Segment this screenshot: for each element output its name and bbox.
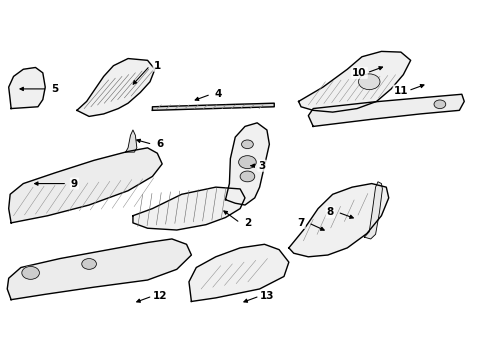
Text: 3: 3 — [258, 161, 266, 171]
Circle shape — [242, 140, 253, 149]
Text: 8: 8 — [327, 207, 334, 217]
Polygon shape — [9, 67, 45, 109]
Text: 10: 10 — [352, 68, 367, 78]
Text: 9: 9 — [71, 179, 78, 189]
Polygon shape — [152, 103, 274, 111]
Circle shape — [82, 258, 97, 269]
Text: 5: 5 — [51, 84, 59, 94]
Text: 12: 12 — [152, 291, 167, 301]
Circle shape — [434, 100, 446, 109]
Polygon shape — [289, 184, 389, 257]
Polygon shape — [308, 94, 464, 126]
Text: 4: 4 — [215, 89, 222, 99]
Circle shape — [22, 266, 39, 279]
Text: 2: 2 — [244, 218, 251, 228]
Circle shape — [359, 74, 380, 90]
Polygon shape — [189, 244, 289, 301]
Polygon shape — [225, 123, 270, 205]
Polygon shape — [9, 148, 162, 223]
Text: 11: 11 — [393, 86, 408, 96]
Polygon shape — [133, 187, 245, 230]
Polygon shape — [365, 182, 382, 239]
Circle shape — [240, 171, 255, 182]
Polygon shape — [7, 239, 192, 300]
Text: 1: 1 — [154, 61, 161, 71]
Text: 6: 6 — [156, 139, 163, 149]
Text: 13: 13 — [260, 291, 274, 301]
Circle shape — [239, 156, 256, 168]
Polygon shape — [77, 59, 155, 116]
Polygon shape — [125, 130, 137, 152]
Text: 7: 7 — [297, 218, 305, 228]
Polygon shape — [298, 51, 411, 112]
